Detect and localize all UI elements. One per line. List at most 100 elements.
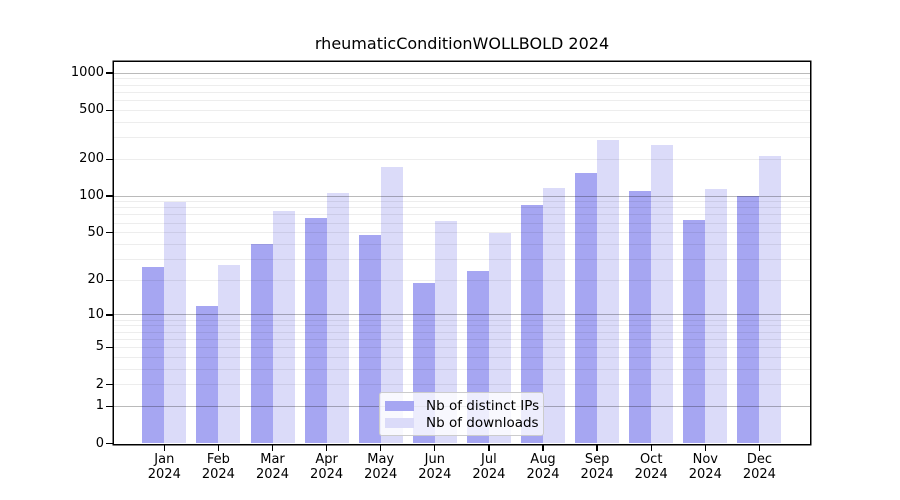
- legend-item-distinct-ips: Nb of distinct IPs: [385, 397, 539, 415]
- x-tick-label-jun: Jun 2024: [405, 452, 465, 483]
- legend-swatch-distinct-ips: [385, 400, 414, 411]
- y-tick-label-20: 20: [87, 272, 104, 288]
- bar-downloads-sep: [597, 140, 620, 444]
- x-tick-label-year: 2024: [255, 467, 290, 482]
- x-tick-label-year: 2024: [580, 467, 614, 482]
- x-tick-label-year: 2024: [201, 467, 235, 482]
- x-tick-label-aug: Aug 2024: [513, 452, 573, 483]
- x-tick-apr: [325, 445, 328, 451]
- x-tick-label-month: Apr: [315, 451, 338, 467]
- x-tick-label-month: Sep: [584, 451, 610, 467]
- x-tick-label-month: Jun: [424, 451, 445, 467]
- bar-distinct-ips-nov: [683, 219, 706, 444]
- legend-swatch-downloads: [385, 418, 414, 429]
- y-tick-label-200: 200: [79, 151, 104, 167]
- bar-downloads-mar: [272, 211, 295, 444]
- y-tick-label-1: 1: [95, 398, 104, 414]
- x-tick-label-nov: Nov 2024: [675, 452, 735, 483]
- bar-downloads-aug: [543, 187, 565, 444]
- x-tick-label-year: 2024: [364, 467, 398, 482]
- y-tick-label-1000: 1000: [70, 65, 104, 81]
- gridline-minor-800: [114, 84, 810, 86]
- x-tick-may: [380, 445, 382, 451]
- y-tick-10: [105, 314, 113, 316]
- bar-distinct-ips-mar: [250, 244, 273, 444]
- x-tick-label-month: Jul: [481, 451, 497, 467]
- y-tick-1000: [105, 72, 113, 74]
- bar-downloads-oct: [651, 145, 674, 444]
- bar-distinct-ips-feb: [196, 305, 219, 444]
- x-tick-label-may: May 2024: [351, 452, 411, 483]
- bar-downloads-jun: [434, 220, 457, 444]
- x-tick-label-month: Oct: [639, 451, 663, 467]
- bar-distinct-ips-aug: [521, 204, 543, 444]
- y-tick-label-100: 100: [79, 188, 104, 204]
- chart-title: rheumaticConditionWOLLBOLD 2024: [314, 34, 610, 53]
- bar-downloads-apr: [326, 193, 349, 444]
- x-tick-label-month: Mar: [260, 451, 285, 467]
- x-tick-label-sep: Sep 2024: [567, 452, 627, 483]
- bar-downloads-nov: [705, 189, 728, 444]
- y-tick-label-10: 10: [87, 306, 104, 322]
- y-tick-100: [105, 195, 113, 197]
- legend-item-downloads: Nb of downloads: [385, 415, 539, 433]
- x-tick-label-apr: Apr 2024: [297, 452, 357, 483]
- x-tick-label-year: 2024: [147, 467, 181, 482]
- bar-distinct-ips-dec: [737, 196, 760, 444]
- gridline-minor-700: [114, 91, 810, 93]
- x-tick-mar: [271, 445, 274, 451]
- y-tick-label-2: 2: [95, 376, 104, 392]
- y-tick-label-0: 0: [95, 435, 104, 451]
- x-tick-label-jan: Jan 2024: [134, 452, 194, 483]
- x-tick-label-year: 2024: [526, 467, 560, 482]
- y-tick-20: [105, 279, 113, 281]
- y-tick-label-50: 50: [87, 224, 104, 240]
- x-tick-oct: [650, 445, 652, 451]
- x-tick-label-dec: Dec 2024: [729, 452, 789, 483]
- x-tick-label-month: Jan: [154, 451, 175, 467]
- x-tick-label-jul: Jul 2024: [459, 452, 519, 483]
- x-tick-dec: [758, 445, 761, 451]
- gridline-minor-600: [114, 99, 810, 101]
- legend: Nb of distinct IPs Nb of downloads: [379, 392, 544, 436]
- x-tick-label-year: 2024: [310, 467, 344, 482]
- bar-distinct-ips-oct: [629, 190, 652, 444]
- bar-distinct-ips-jan: [142, 266, 165, 444]
- gridline-minor-300: [114, 137, 810, 138]
- x-tick-label-month: May: [367, 451, 395, 467]
- gridline-minor-200: [114, 158, 810, 160]
- x-tick-label-year: 2024: [418, 467, 452, 482]
- plot-area: [114, 62, 810, 444]
- legend-label-distinct-ips: Nb of distinct IPs: [426, 397, 540, 414]
- x-tick-label-feb: Feb 2024: [188, 452, 248, 483]
- x-tick-label-year: 2024: [634, 467, 668, 482]
- y-tick-2: [105, 383, 113, 386]
- y-tick-5: [105, 346, 113, 349]
- legend-label-downloads: Nb of downloads: [426, 415, 539, 432]
- y-tick-200: [105, 158, 113, 160]
- gridline-minor-900: [114, 78, 810, 80]
- x-tick-sep: [596, 445, 598, 451]
- x-tick-label-mar: Mar 2024: [243, 452, 303, 483]
- bar-downloads-jul: [488, 232, 511, 444]
- bar-distinct-ips-apr: [304, 218, 327, 444]
- x-tick-label-month: Aug: [530, 451, 556, 467]
- x-tick-feb: [217, 445, 220, 451]
- bar-distinct-ips-may: [358, 234, 381, 444]
- gridline-major-1000: [114, 72, 810, 74]
- x-tick-jun: [434, 445, 436, 451]
- y-tick-0: [105, 442, 113, 445]
- x-tick-label-month: Dec: [746, 451, 772, 467]
- bar-downloads-feb: [218, 264, 241, 444]
- bar-downloads-may: [380, 167, 403, 444]
- y-tick-500: [105, 109, 113, 111]
- x-tick-label-year: 2024: [472, 467, 506, 482]
- x-tick-aug: [542, 445, 544, 451]
- x-tick-label-year: 2024: [742, 467, 776, 482]
- gridline-minor-500: [114, 109, 810, 111]
- x-tick-label-month: Feb: [206, 451, 230, 467]
- y-tick-label-500: 500: [79, 102, 104, 118]
- x-tick-label-year: 2024: [688, 467, 722, 482]
- x-tick-label-oct: Oct 2024: [621, 452, 681, 483]
